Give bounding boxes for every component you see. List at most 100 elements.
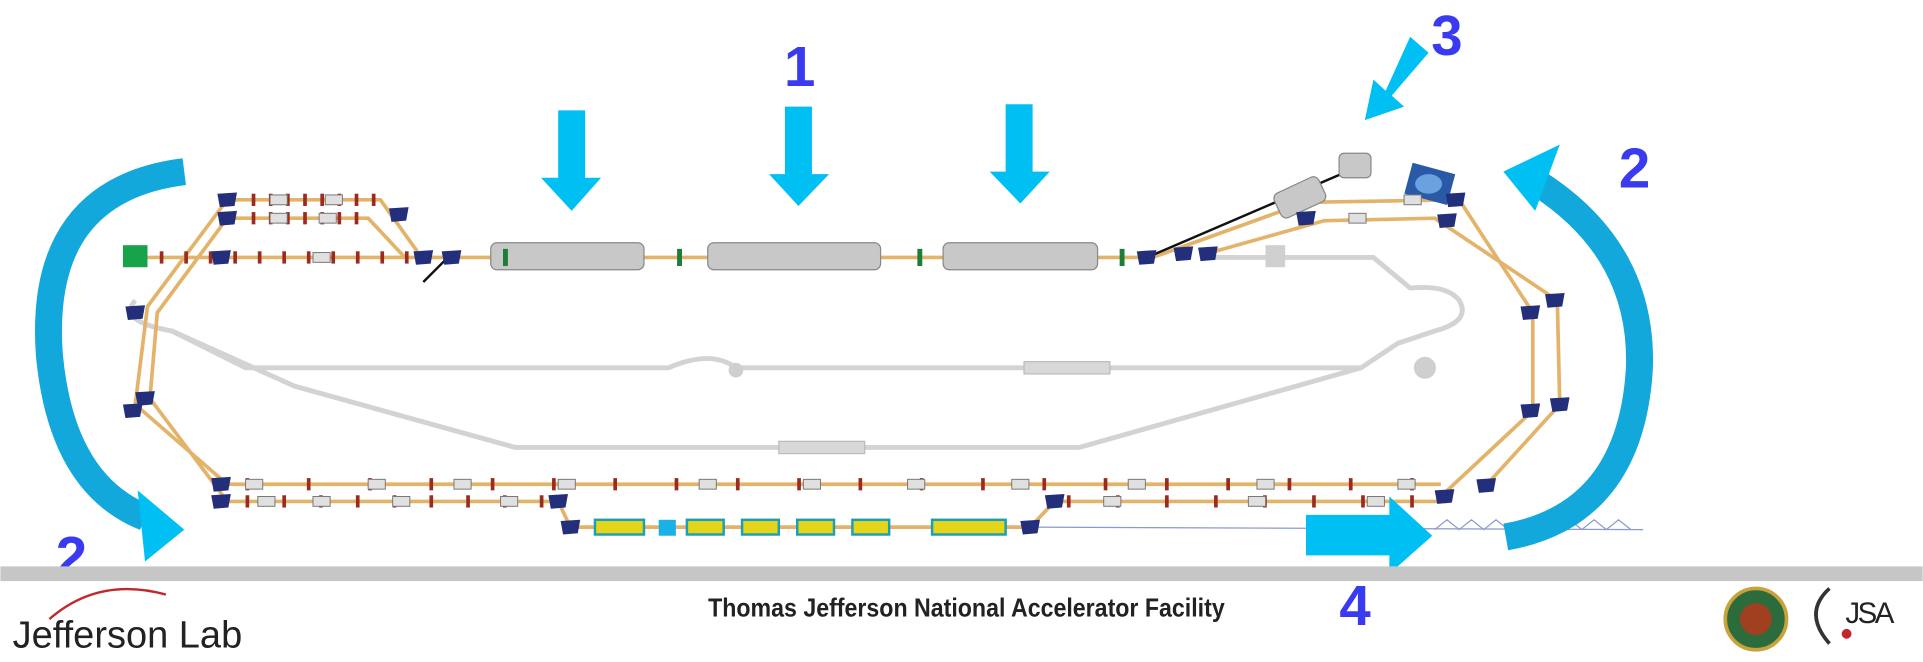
jsa-dot xyxy=(1842,629,1852,639)
quadrupole xyxy=(356,495,360,507)
quadrupole xyxy=(233,251,237,263)
quadrupole xyxy=(552,478,556,490)
diagnostic xyxy=(699,479,716,489)
quadrupole xyxy=(331,251,335,263)
quadrupole xyxy=(1349,478,1353,490)
label-linac: 1 xyxy=(784,35,815,98)
quadrupole xyxy=(380,251,384,263)
diagnostic xyxy=(325,195,342,205)
quadrupole xyxy=(981,478,985,490)
dipole xyxy=(125,305,145,320)
diagnostic xyxy=(393,497,410,507)
diagnostic xyxy=(313,497,330,507)
quadrupole xyxy=(1104,478,1108,490)
quadrupole xyxy=(372,194,376,206)
diagnostic xyxy=(1404,195,1421,205)
quadrupole xyxy=(258,251,262,263)
wiggler xyxy=(687,520,724,535)
quadrupole xyxy=(307,478,311,490)
quadrupole xyxy=(355,212,359,224)
quadrupole xyxy=(303,212,307,224)
quadrupole xyxy=(282,495,286,507)
corrector xyxy=(677,249,682,266)
quadrupole xyxy=(1067,495,1071,507)
wiggler xyxy=(932,520,1006,535)
dipole xyxy=(1476,478,1496,493)
quadrupole xyxy=(429,478,433,490)
dipole xyxy=(135,391,155,406)
diagnostic xyxy=(803,479,820,489)
label-injector: 3 xyxy=(1431,4,1462,67)
wiggler xyxy=(595,520,644,535)
quadrupole xyxy=(1165,478,1169,490)
quadrupole xyxy=(356,251,360,263)
corrector xyxy=(503,249,508,266)
quadrupole xyxy=(1226,478,1230,490)
dipole xyxy=(1045,494,1065,509)
quadrupole xyxy=(675,478,679,490)
diagnostic xyxy=(454,479,471,489)
quadrupole xyxy=(429,495,433,507)
quadrupole xyxy=(1288,478,1292,490)
diagnostic xyxy=(368,479,385,489)
diagnostic xyxy=(908,479,925,489)
diagnostic xyxy=(1248,497,1265,507)
quadrupole xyxy=(1214,495,1218,507)
dipole xyxy=(1437,213,1457,228)
dipole xyxy=(211,477,231,492)
wiggler xyxy=(852,520,889,535)
quadrupole xyxy=(736,478,740,490)
dipole xyxy=(123,403,143,418)
diagnostic xyxy=(313,253,330,263)
quadrupole xyxy=(303,194,307,206)
quadrupole xyxy=(252,194,256,206)
quadrupole xyxy=(1361,495,1365,507)
quadrupole xyxy=(797,478,801,490)
dipole xyxy=(217,211,237,226)
quadrupole xyxy=(1410,495,1414,507)
corrector xyxy=(917,249,922,266)
quadrupole xyxy=(252,212,256,224)
dipole xyxy=(211,494,231,509)
dipole xyxy=(211,250,231,265)
logo-jsa: JSA xyxy=(1845,597,1894,630)
quadrupole xyxy=(540,495,544,507)
dipole xyxy=(1174,246,1194,261)
corrector xyxy=(1120,249,1125,266)
diagnostic xyxy=(270,213,287,223)
dipole xyxy=(1545,293,1565,308)
diagnostic xyxy=(501,497,518,507)
dipole xyxy=(1446,192,1466,207)
dipole xyxy=(442,250,462,265)
quadrupole xyxy=(355,194,359,206)
wiggler xyxy=(797,520,834,535)
jsa-swoosh xyxy=(1816,588,1829,643)
doe-seal-center xyxy=(1740,603,1772,635)
dipole xyxy=(1296,211,1316,226)
label-arc-right: 2 xyxy=(1619,137,1650,200)
diagnostic xyxy=(1104,497,1121,507)
quadrupole xyxy=(466,495,470,507)
dipole xyxy=(1435,489,1455,504)
quadrupole xyxy=(307,251,311,263)
diagnostic xyxy=(1128,479,1145,489)
quadrupole xyxy=(282,251,286,263)
dipole xyxy=(1550,397,1570,412)
dipole xyxy=(389,207,409,222)
dipole xyxy=(414,250,434,265)
arrows xyxy=(48,37,1639,574)
diagnostic xyxy=(258,497,275,507)
logo-jefferson-lab: Jefferson Lab xyxy=(13,614,243,656)
dipole xyxy=(1521,403,1541,418)
footer-title: Thomas Jefferson National Accelerator Fa… xyxy=(708,595,1225,623)
diagnostic xyxy=(558,479,575,489)
quadrupole xyxy=(1042,478,1046,490)
dipole xyxy=(217,192,237,207)
active-beamline xyxy=(135,166,1643,530)
quadrupole xyxy=(1312,495,1316,507)
diagnostic xyxy=(1349,213,1366,223)
quadrupole xyxy=(184,251,188,263)
dipole xyxy=(1198,246,1218,261)
quadrupole xyxy=(160,251,164,263)
quadrupole xyxy=(320,194,324,206)
